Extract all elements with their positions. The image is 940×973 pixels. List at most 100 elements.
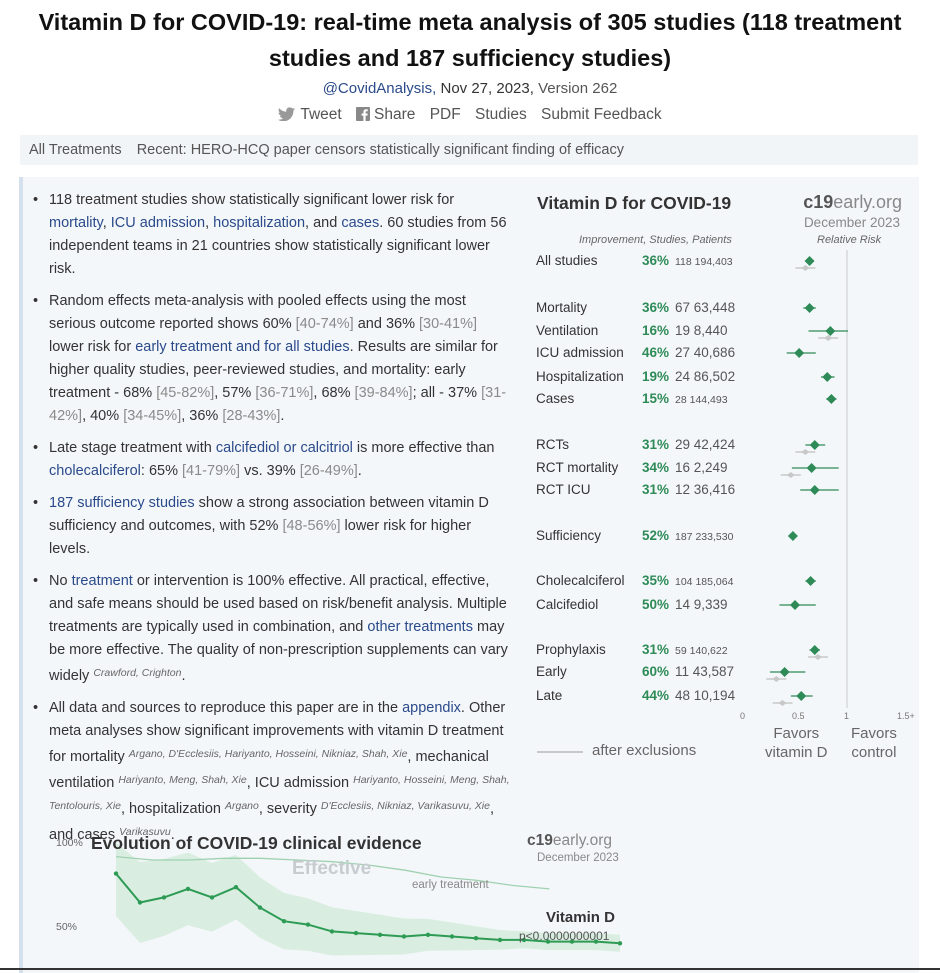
outcome-name: Cholecalciferol — [536, 573, 625, 588]
forest-row[interactable]: Ventilation 16% 19 8,440 — [520, 321, 915, 341]
logo-part-a: c19 — [803, 192, 834, 212]
bullet-text: , and — [305, 215, 338, 231]
citation-mortality[interactable]: Argano, D'Ecclesiis, Hariyanto, Hosseini… — [128, 748, 408, 760]
study-stats: 12 36,416 — [675, 480, 735, 500]
x-axis-tick: 0 — [740, 711, 746, 721]
vitamin-d-point — [425, 932, 431, 937]
study-count: 104 — [675, 576, 693, 588]
study-count: 29 — [675, 437, 691, 452]
appendix-link[interactable]: appendix — [402, 700, 461, 716]
forest-row[interactable]: RCT ICU 31% 12 36,416 — [520, 480, 915, 500]
citation-hospitalization[interactable]: Argano — [224, 800, 259, 812]
forest-row[interactable]: Prophylaxis 31% 59 140,622 — [520, 640, 915, 660]
citation-cases[interactable]: Varikasuvu — [119, 826, 171, 838]
relative-risk-header: Relative Risk — [817, 234, 882, 246]
effect-diamond — [804, 256, 815, 266]
bullet-text: . Results are similar for higher quality… — [49, 339, 498, 401]
submit-feedback-link[interactable]: Submit Feedback — [541, 106, 662, 123]
bullet-text: : 65% — [140, 463, 178, 479]
forest-plot-graphics — [537, 250, 849, 753]
bullet-text: , 40% — [82, 408, 120, 424]
forest-row[interactable]: All studies 36% 118 194,403 — [520, 251, 915, 271]
study-count: 14 — [675, 597, 691, 612]
sufficiency-studies-link[interactable]: 187 sufficiency studies — [49, 495, 195, 511]
forest-row[interactable]: Hospitalization 19% 24 86,502 — [520, 367, 915, 387]
patient-count: 194,403 — [691, 256, 733, 268]
study-stats: 14 9,339 — [675, 595, 728, 615]
bullet-text: . — [170, 827, 175, 843]
improvement-pct: 52% — [642, 528, 670, 543]
cases-link[interactable]: cases — [341, 215, 380, 231]
mortality-link[interactable]: mortality — [49, 215, 103, 231]
ci-text: [41-79%] — [182, 463, 241, 479]
outcome-name: Sufficiency — [536, 528, 602, 543]
improvement-pct: 44% — [642, 688, 670, 703]
improvement-pct: 31% — [642, 642, 670, 657]
ci-text: [40-74%] — [295, 316, 354, 332]
publish-date: Nov 27, 2023, — [440, 80, 534, 97]
other-treatments-link[interactable]: other treatments — [367, 619, 473, 635]
citation-icu[interactable]: Hariyanto, Hosseini, Meng, Shah, Tentolo… — [49, 774, 510, 812]
evolution-chart[interactable]: 100% 50% Evolution of COVID-19 clinical … — [50, 826, 625, 973]
all-treatments-link[interactable]: All Treatments — [29, 142, 122, 158]
forest-row[interactable]: Mortality 36% 67 63,448 — [520, 298, 915, 318]
c19early-logo: c19early.org — [527, 832, 612, 850]
vitamin-d-point — [329, 929, 335, 934]
citation-severity[interactable]: D'Ecclesiis, Nikniaz, Varikasuvu, Xie — [320, 800, 490, 812]
vitamin-d-point — [401, 934, 407, 939]
twitter-bird-icon — [278, 107, 296, 126]
effect-diamond — [826, 394, 837, 404]
bullet-text: , — [102, 215, 107, 231]
bullet-text: 118 treatment studies show statistically… — [49, 192, 455, 208]
tweet-button[interactable]: Tweet — [278, 106, 346, 123]
forest-row[interactable]: Cases 15% 28 144,493 — [520, 389, 915, 409]
bullet-text: , 36% — [181, 408, 219, 424]
outcome-name: Ventilation — [536, 323, 599, 338]
forest-row[interactable]: Sufficiency 52% 187 233,530 — [520, 526, 915, 546]
cholecalciferol-link[interactable]: cholecalciferol — [49, 463, 141, 479]
icu-admission-link[interactable]: ICU admission — [110, 215, 206, 231]
study-stats: 104 185,064 — [675, 571, 733, 592]
forest-row[interactable]: Cholecalciferol 35% 104 185,064 — [520, 571, 915, 591]
forest-row[interactable]: Calcifediol 50% 14 9,339 — [520, 595, 915, 615]
early-treatment-line — [115, 855, 550, 890]
exclusion-diamond — [824, 335, 833, 341]
forest-row[interactable]: RCTs 31% 29 42,424 — [520, 435, 915, 455]
study-stats: 118 194,403 — [675, 251, 733, 272]
bullet-text: , mechanical ventilation — [49, 749, 489, 791]
summary-bullets: 118 treatment studies show statistically… — [32, 189, 510, 856]
bullet-text: Random effects meta-analysis with pooled… — [49, 293, 466, 332]
forest-row[interactable]: RCT mortality 34% 16 2,249 — [520, 458, 915, 478]
study-count: 24 — [675, 369, 691, 384]
patient-count: 185,064 — [692, 576, 734, 588]
calcifediol-link[interactable]: calcifediol or calcitriol — [215, 440, 353, 456]
citation-ventilation[interactable]: Hariyanto, Meng, Shah, Xie — [118, 774, 247, 786]
exclusion-diamond — [801, 265, 810, 271]
hospitalization-link[interactable]: hospitalization — [213, 215, 306, 231]
studies-link[interactable]: Studies — [475, 106, 527, 123]
exclusion-diamond — [772, 676, 781, 682]
forest-row[interactable]: Early 60% 11 43,587 — [520, 662, 915, 682]
improvement-pct: 34% — [642, 460, 670, 475]
facebook-share-button[interactable]: Share — [356, 106, 420, 123]
improvement-pct: 46% — [642, 345, 670, 360]
forest-row[interactable]: ICU admission 46% 27 40,686 — [520, 343, 915, 363]
treatment-link[interactable]: treatment — [71, 573, 133, 589]
improvement-pct: 35% — [642, 573, 670, 588]
forest-row[interactable]: Late 44% 48 10,194 — [520, 686, 915, 706]
pdf-link[interactable]: PDF — [429, 106, 461, 123]
forest-plot[interactable]: Vitamin D for COVID-19 c19early.org Dece… — [520, 180, 915, 780]
outcome-name: Cases — [536, 391, 575, 406]
evolution-date: December 2023 — [537, 852, 619, 864]
outcome-name: Calcifediol — [536, 597, 599, 612]
bullet-text: . — [280, 408, 285, 424]
citation-supplements[interactable]: Crawford, Crighton — [93, 667, 182, 679]
early-treatment-link[interactable]: early treatment and for all studies — [135, 339, 350, 355]
recent-news-link[interactable]: Recent: HERO-HCQ paper censors statistic… — [136, 142, 624, 158]
bullet-text: . 60 studies from 56 independent teams i… — [49, 215, 507, 277]
patient-count: 8,440 — [690, 323, 728, 338]
bullet-meta-analysis: Random effects meta-analysis with pooled… — [32, 290, 510, 428]
vitamin-d-point — [473, 936, 479, 941]
author-link[interactable]: @CovidAnalysis, — [322, 80, 437, 97]
outcome-name: Hospitalization — [536, 369, 624, 384]
